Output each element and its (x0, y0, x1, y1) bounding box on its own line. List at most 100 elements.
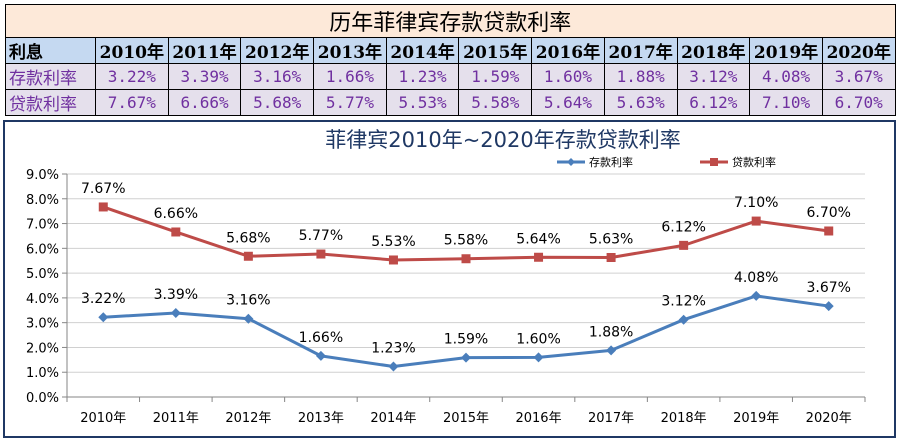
data-point-marker (461, 254, 471, 264)
data-label: 1.60% (516, 331, 560, 347)
data-label: 7.10% (734, 195, 778, 211)
header-year-4: 2014年 (385, 37, 460, 64)
x-tick-label: 2012年 (225, 411, 271, 426)
legend-label: 存款利率 (589, 155, 633, 169)
data-label: 5.68% (226, 230, 270, 246)
data-point-marker (679, 240, 689, 250)
legend-marker (567, 158, 575, 166)
y-tick-label: 5.0% (26, 267, 59, 282)
header-label: 利息 (5, 37, 96, 64)
data-point-marker (751, 216, 761, 226)
x-tick-label: 2015年 (443, 411, 489, 426)
data-label: 3.39% (154, 287, 198, 303)
x-tick-label: 2019年 (733, 411, 779, 426)
table-cell: 3.39% (167, 63, 242, 90)
y-tick-label: 8.0% (26, 193, 59, 208)
y-tick-label: 1.0% (26, 366, 59, 381)
table-cell: 6.70% (821, 89, 896, 116)
x-tick-label: 2018年 (661, 411, 707, 426)
header-year-2: 2012年 (240, 37, 315, 64)
y-tick-label: 4.0% (26, 292, 59, 307)
data-point-marker (315, 350, 326, 361)
data-point-marker (170, 308, 181, 319)
table-cell: 6.66% (167, 89, 242, 116)
data-point-marker (171, 227, 181, 237)
x-tick-label: 2016年 (515, 411, 561, 426)
data-label: 5.58% (444, 233, 488, 249)
table-title: 历年菲律宾存款贷款利率 (5, 4, 896, 38)
data-point-marker (606, 253, 616, 263)
table-header-row: 利息 2010年 2011年 2012年 2013年 2014年 2015年 2016年 20… (5, 37, 896, 64)
table-cell: 5.63% (603, 89, 678, 116)
y-tick-label: 2.0% (26, 341, 59, 356)
table-cell: 1.60% (531, 63, 605, 90)
table-cell: 6.12% (676, 89, 751, 116)
data-label: 3.67% (806, 280, 850, 296)
header-year-0: 2010年 (95, 37, 169, 64)
data-label: 7.67% (81, 181, 125, 197)
data-point-marker (533, 352, 544, 363)
table-row-deposit: 存款利率 3.22% 3.39% 3.16% 1.66% 1.23% 1.59% 1.60%… (5, 63, 896, 90)
data-label: 3.22% (81, 291, 125, 307)
header-year-8: 2018年 (676, 37, 751, 64)
legend-label: 贷款利率 (732, 155, 776, 169)
line-chart: 菲律宾2010年~2020年存款贷款利率 0.0% 1.0% 2.0% 3.0% 4.0… (26, 128, 866, 426)
table-cell: 1.66% (313, 63, 387, 90)
table-cell: 5.64% (531, 89, 605, 116)
data-point-marker (316, 249, 326, 259)
data-label: 1.88% (589, 324, 633, 340)
data-label: 5.64% (516, 231, 560, 247)
data-label: 1.59% (444, 332, 488, 348)
chart-title: 菲律宾2010年~2020年存款贷款利率 (325, 128, 680, 152)
y-tick-label: 0.0% (26, 391, 59, 406)
x-tick-label: 2020年 (806, 411, 852, 426)
table-cell: 3.16% (240, 63, 315, 90)
data-label: 6.70% (806, 205, 850, 221)
x-tick-label: 2017年 (588, 411, 634, 426)
data-point-marker (243, 251, 253, 261)
y-tick-label: 6.0% (26, 242, 59, 257)
header-year-7: 2017年 (603, 37, 678, 64)
table-cell: 5.58% (458, 89, 533, 116)
table-cell: 5.77% (313, 89, 387, 116)
data-point-marker (823, 301, 834, 312)
table-cell: 1.23% (385, 63, 460, 90)
y-tick-label: 3.0% (26, 317, 59, 332)
data-label: 1.23% (371, 341, 415, 357)
data-point-marker (751, 290, 762, 301)
legend-marker (710, 158, 718, 166)
table-cell: 4.08% (749, 63, 823, 90)
data-point-marker (461, 352, 471, 363)
table-cell: 1.88% (603, 63, 678, 90)
data-point-marker (243, 313, 254, 324)
data-label: 4.08% (734, 270, 778, 286)
x-tick-label: 2013年 (298, 411, 344, 426)
data-point-marker (388, 255, 398, 265)
data-label: 6.66% (154, 206, 198, 222)
data-label: 5.63% (589, 232, 633, 248)
table-cell: 5.53% (385, 89, 460, 116)
rates-table-grid: 历年菲律宾存款贷款利率 利息 2010年 2011年 2012年 2013年 2014年… (5, 4, 896, 116)
data-label: 3.16% (226, 293, 270, 309)
data-label: 3.12% (661, 294, 705, 310)
y-tick-label: 7.0% (26, 218, 59, 233)
data-label: 1.66% (299, 330, 343, 346)
row-label-deposit: 存款利率 (5, 63, 96, 90)
data-point-marker (388, 361, 399, 372)
table-cell: 3.22% (95, 63, 169, 90)
header-year-3: 2013年 (313, 37, 387, 64)
chart-area: 菲律宾2010年~2020年存款贷款利率 0.0% 1.0% 2.0% 3.0% 4.0… (3, 120, 896, 438)
row-label-loan: 贷款利率 (5, 89, 96, 116)
table-cell: 7.67% (95, 89, 169, 116)
x-tick-label: 2014年 (370, 411, 416, 426)
data-point-marker (606, 345, 617, 356)
header-year-6: 2016年 (531, 37, 605, 64)
header-year-1: 2011年 (167, 37, 242, 64)
data-point-marker (678, 314, 689, 325)
table-cell: 3.67% (821, 63, 896, 90)
table-row-loan: 贷款利率 7.67% 6.66% 5.68% 5.77% 5.53% 5.58% 5.64%… (5, 89, 896, 116)
y-tick-label: 9.0% (26, 168, 59, 183)
x-tick-label: 2010年 (80, 411, 126, 426)
rates-table: 历年菲律宾存款贷款利率 利息 2010年 2011年 2012年 2013年 2014年… (5, 4, 896, 116)
data-label: 5.77% (299, 228, 343, 244)
